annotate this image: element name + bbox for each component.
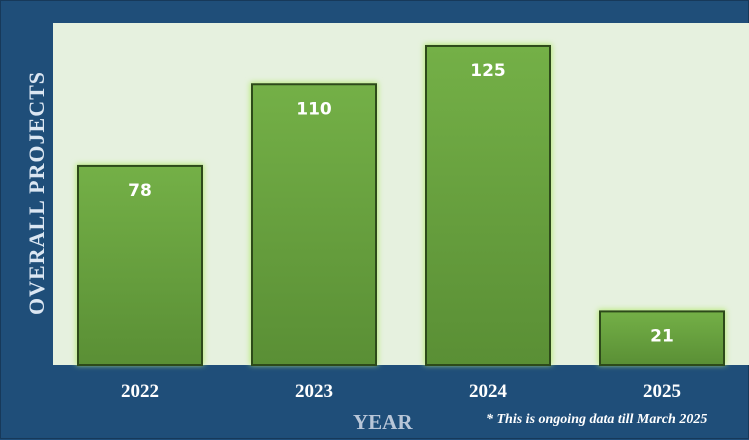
bar-2025: [599, 310, 725, 366]
data-label-2025: 21: [650, 326, 674, 346]
x-tick-2024: 2024: [469, 381, 508, 402]
data-label-2024: 125: [470, 61, 506, 81]
y-axis-label: OVERALL PROJECTS: [24, 71, 49, 315]
data-labels-layer: 78 110 125 21: [128, 61, 674, 346]
footnote: * This is ongoing data till March 2025: [486, 412, 708, 427]
bars-layer: [76, 43, 726, 367]
x-tick-2022: 2022: [121, 381, 159, 402]
x-tick-labels: 2022 2023 2024 2025: [121, 381, 681, 402]
data-label-2022: 78: [128, 181, 152, 201]
bar-2022: [77, 164, 203, 366]
data-label-2023: 110: [296, 99, 332, 119]
x-tick-2023: 2023: [295, 381, 333, 402]
bar-2023: [251, 83, 377, 367]
x-axis-label: YEAR: [353, 410, 413, 434]
bar-2024: [425, 44, 551, 366]
x-tick-2025: 2025: [643, 381, 681, 402]
